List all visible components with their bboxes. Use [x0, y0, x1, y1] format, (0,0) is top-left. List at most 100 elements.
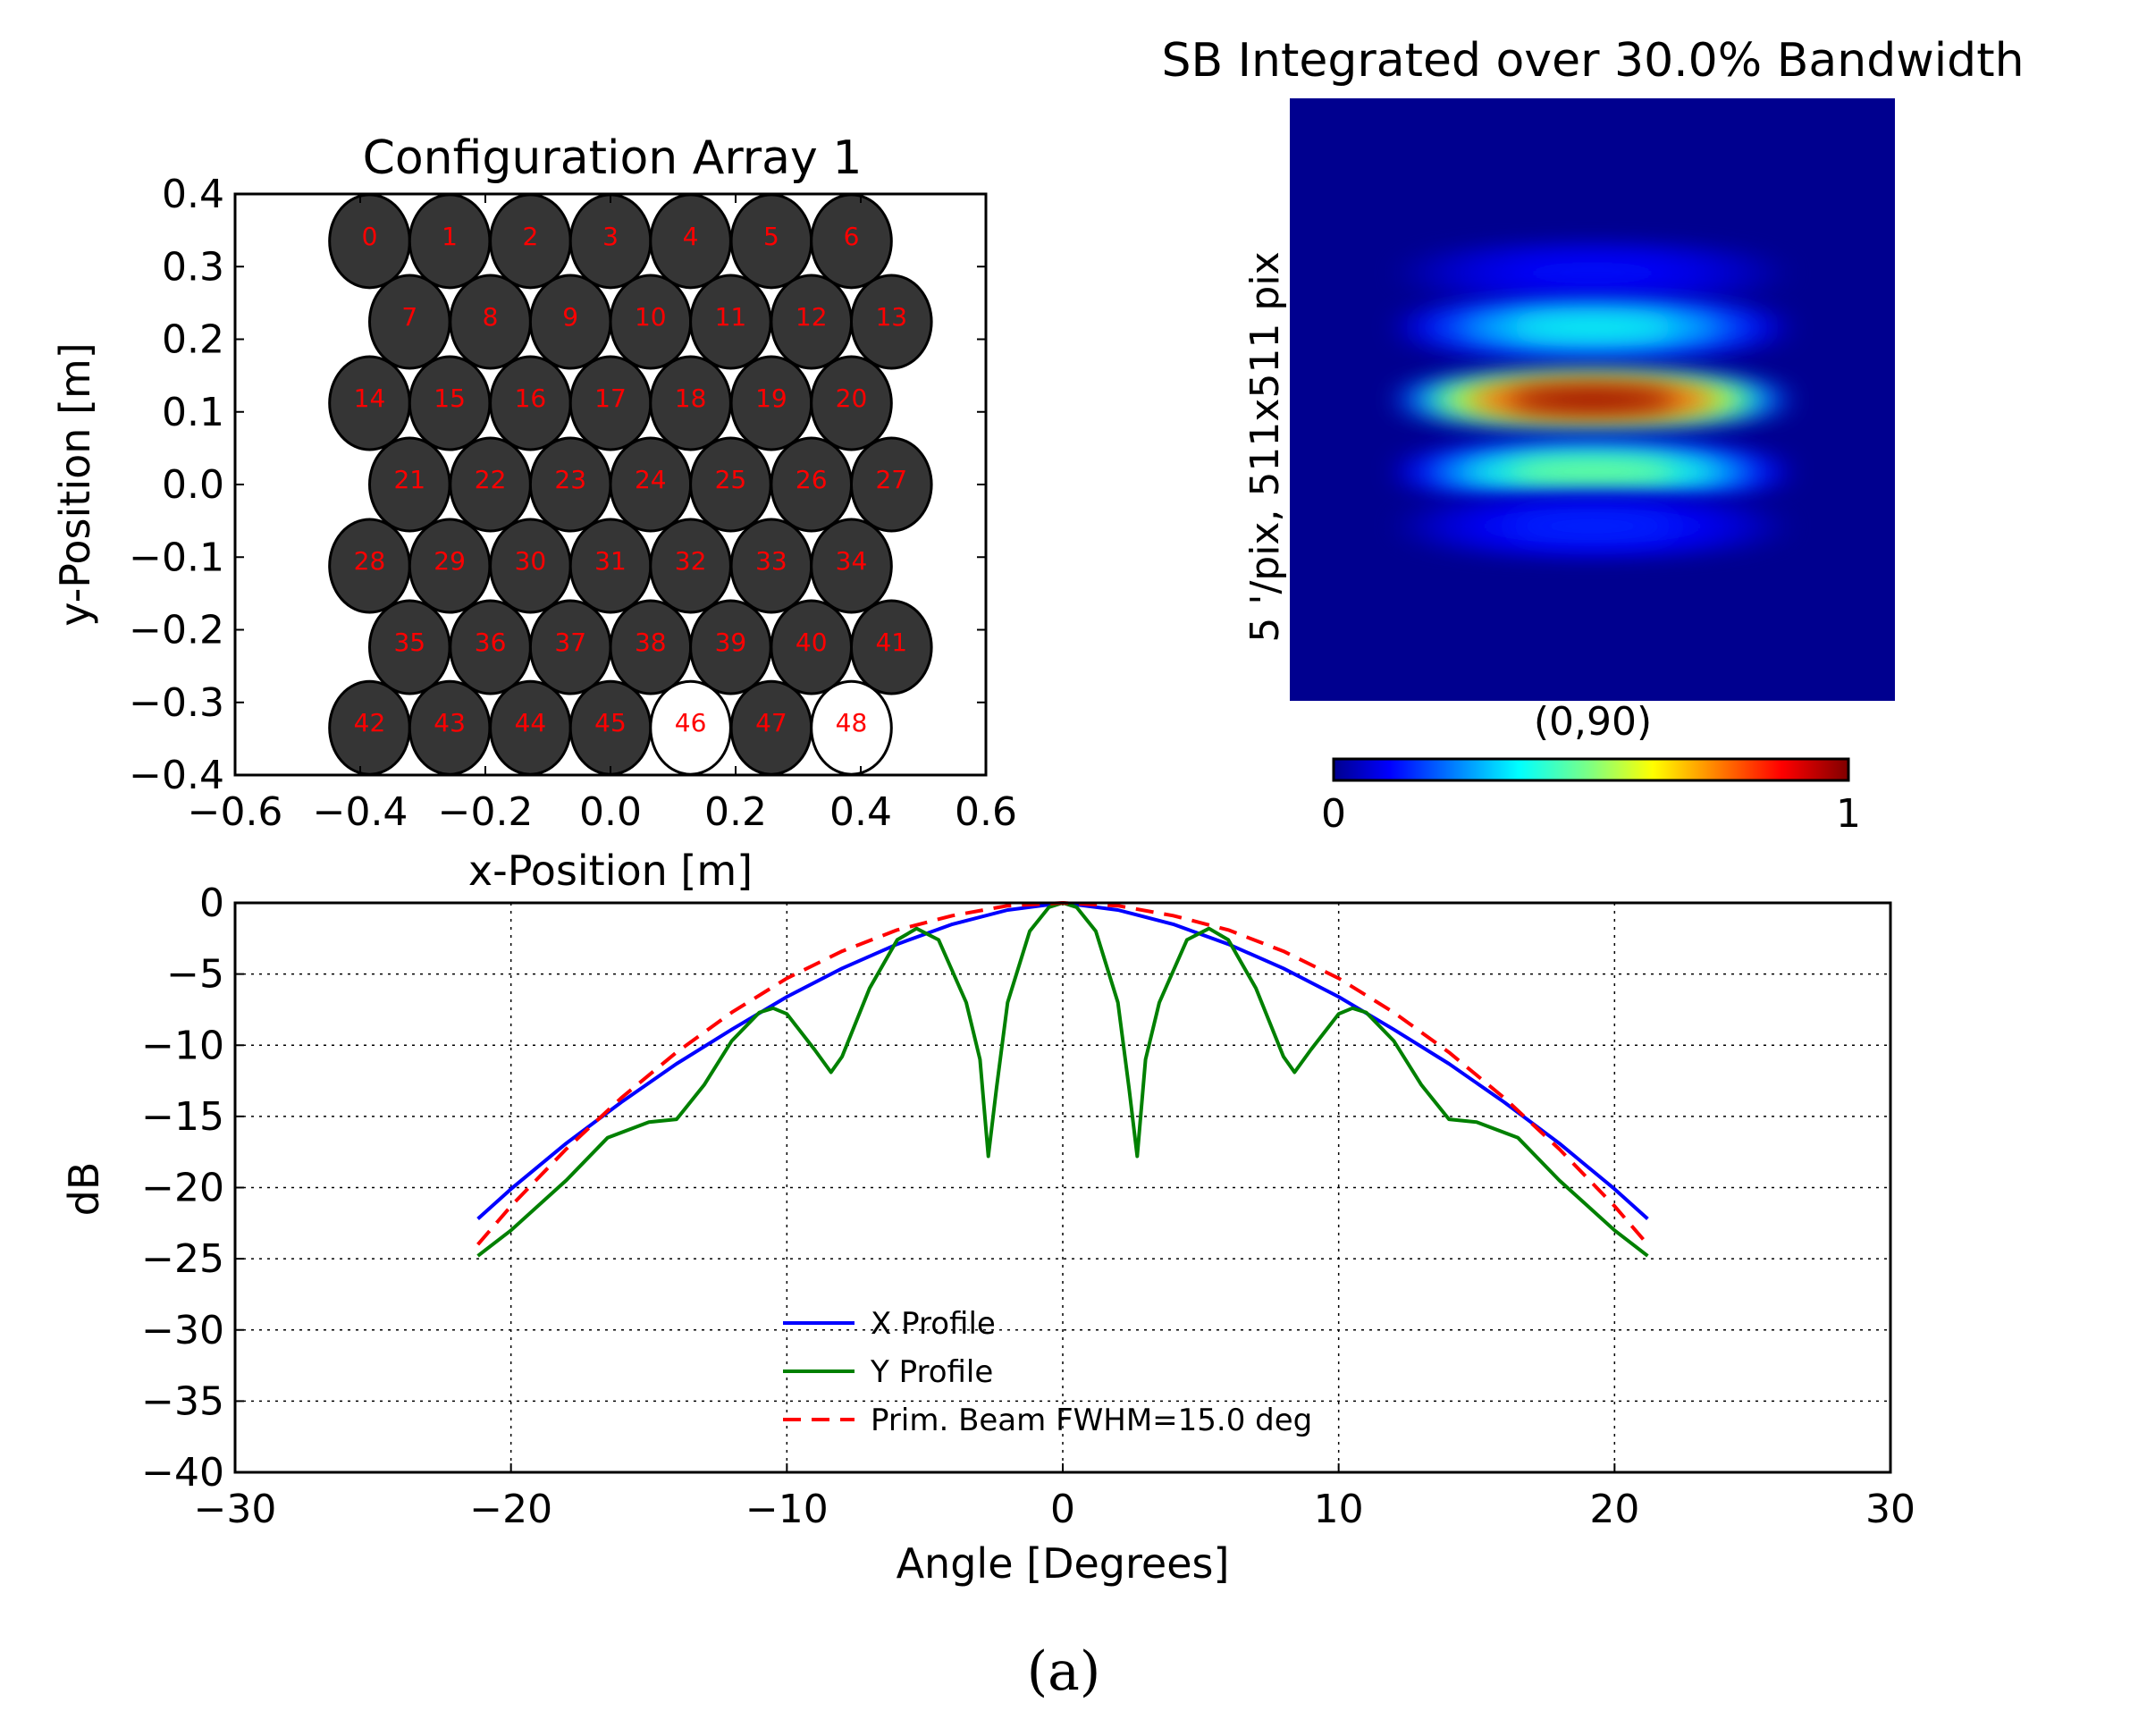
heatmap-y-label: 5 '/pix, 511x511 pix — [1242, 251, 1288, 642]
y-tick-label: −20 — [141, 1166, 224, 1211]
array-element-label: 48 — [836, 708, 868, 737]
heatmap-title: SB Integrated over 30.0% Bandwidth — [1161, 34, 2024, 88]
series-line-1 — [476, 901, 1649, 1220]
array-element-label: 32 — [675, 546, 707, 576]
array-element-label: 20 — [836, 383, 868, 413]
profile-y-ticks: 0 −5 −10 −15 −20 −25 −30 −35 −40 — [141, 881, 244, 1496]
array-element-label: 41 — [875, 628, 907, 657]
array-element-label: 38 — [635, 628, 667, 657]
y-tick-label: 0.4 — [162, 172, 224, 217]
config-plot-title: Configuration Array 1 — [363, 131, 863, 185]
array-element-label: 21 — [393, 465, 425, 494]
x-tick-label: 0 — [1050, 1487, 1075, 1532]
beam-lobe — [1508, 514, 1677, 538]
array-element-label: 34 — [836, 546, 868, 576]
y-tick-label: −0.4 — [129, 753, 224, 798]
x-tick-label: 10 — [1314, 1487, 1364, 1532]
y-tick-label: −0.2 — [129, 608, 224, 653]
x-tick-label: 30 — [1865, 1487, 1915, 1532]
x-tick-label: −0.4 — [313, 789, 408, 835]
array-element-label: 37 — [554, 628, 586, 657]
array-element-label: 31 — [594, 546, 627, 576]
array-element — [810, 355, 893, 451]
array-element-label: 11 — [715, 302, 747, 332]
synthesized-beam-heatmap: SB Integrated over 30.0% Bandwidth 5 '/p… — [1161, 34, 2024, 837]
array-element-label: 8 — [483, 302, 499, 332]
array-element-label: 33 — [755, 546, 787, 576]
array-element-label: 6 — [844, 222, 860, 251]
colorbar-tick-label: 0 — [1321, 791, 1346, 837]
y-tick-label: −40 — [141, 1450, 224, 1496]
array-element-label: 9 — [562, 302, 578, 332]
legend-label: Prim. Beam FWHM=15.0 deg — [871, 1403, 1312, 1438]
y-tick-label: 0.3 — [162, 244, 224, 290]
array-element-label: 5 — [763, 222, 779, 251]
x-tick-label: −0.6 — [188, 789, 283, 835]
array-element — [850, 274, 933, 370]
array-element-label: 28 — [354, 546, 386, 576]
y-tick-label: −0.3 — [129, 680, 224, 726]
y-tick-label: 0 — [199, 881, 224, 926]
figure-caption: (a) — [1027, 1640, 1101, 1703]
config-y-ticks: 0.4 0.3 0.2 0.1 0.0 −0.1 −0.2 −0.3 −0.4 — [129, 172, 986, 798]
array-element-label: 45 — [594, 708, 627, 737]
x-tick-label: 0.6 — [955, 789, 1017, 835]
config-x-axis-label: x-Position [m] — [468, 847, 753, 895]
array-element-label: 13 — [875, 302, 907, 332]
beam-lobe — [1508, 315, 1677, 340]
array-element-label: 19 — [755, 383, 787, 413]
array-element-label: 12 — [796, 302, 828, 332]
profile-x-axis-label: Angle [Degrees] — [897, 1539, 1230, 1588]
x-tick-label: 0.4 — [829, 789, 892, 835]
array-element-label: 17 — [594, 383, 627, 413]
array-element-label: 44 — [515, 708, 547, 737]
x-tick-label: 20 — [1589, 1487, 1639, 1532]
array-element-label: 22 — [475, 465, 507, 494]
beam-profile-plot: −30 −20 −10 0 10 20 30 0 −5 −10 −15 −20 −25 −30 −35 −4… — [60, 881, 1915, 1588]
config-x-ticks: −0.6 −0.4 −0.2 0.0 0.2 0.4 0.6 — [188, 194, 1017, 835]
y-tick-label: 0.1 — [162, 390, 224, 435]
y-tick-label: −0.1 — [129, 535, 224, 580]
array-element-label: 29 — [434, 546, 466, 576]
y-tick-label: 0.2 — [162, 317, 224, 363]
array-element-label: 40 — [796, 628, 828, 657]
array-element-label: 7 — [401, 302, 417, 332]
profile-grid — [234, 902, 1891, 1473]
array-element-label: 30 — [515, 546, 547, 576]
array-element-label: 2 — [522, 222, 538, 251]
profile-y-axis-label: dB — [60, 1162, 108, 1217]
array-element-label: 1 — [442, 222, 458, 251]
profile-legend: X Profile Y Profile Prim. Beam FWHM=15.0 d… — [783, 1306, 1312, 1438]
profile-x-ticks: −30 −20 −10 0 10 20 30 — [194, 1463, 1915, 1532]
colorbar-tick-label: 1 — [1836, 791, 1861, 837]
array-element-label: 26 — [796, 465, 828, 494]
y-tick-label: 0.0 — [162, 462, 224, 508]
array-element-label: 42 — [354, 708, 386, 737]
array-element — [850, 599, 933, 695]
array-element-label: 27 — [875, 465, 907, 494]
array-element-label: 10 — [635, 302, 667, 332]
array-element-label: 0 — [362, 222, 378, 251]
array-element-label: 15 — [434, 383, 466, 413]
array-element-label: 43 — [434, 708, 466, 737]
y-tick-label: −35 — [141, 1378, 224, 1424]
array-element-label: 25 — [715, 465, 747, 494]
y-tick-label: −25 — [141, 1236, 224, 1282]
heatmap-lobes — [1393, 245, 1791, 554]
x-tick-label: 0.2 — [704, 789, 767, 835]
colorbar — [1332, 757, 1850, 782]
config-y-axis-label: y-Position [m] — [51, 342, 99, 626]
array-element-label: 14 — [354, 383, 386, 413]
array-element-label: 47 — [755, 708, 787, 737]
x-tick-label: −20 — [469, 1487, 552, 1532]
legend-label: Y Profile — [870, 1354, 993, 1390]
legend-label: X Profile — [871, 1306, 996, 1342]
array-element — [850, 436, 933, 533]
y-tick-label: −10 — [141, 1023, 224, 1068]
x-tick-label: −0.2 — [438, 789, 534, 835]
heatmap-x-label: (0,90) — [1534, 699, 1652, 745]
array-element-label: 16 — [515, 383, 547, 413]
array-element-label: 4 — [683, 222, 699, 251]
